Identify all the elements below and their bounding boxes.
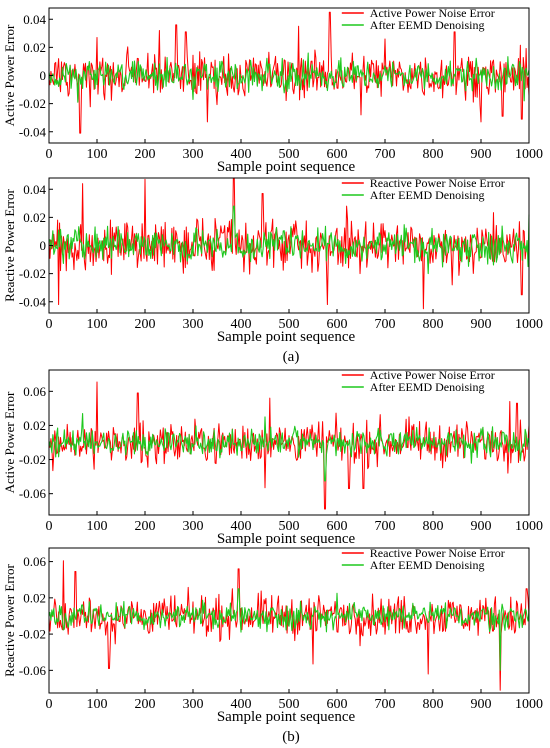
x-tick-label: 0 xyxy=(46,697,53,712)
x-tick-label: 400 xyxy=(231,147,252,162)
y-tick-label: -0.02 xyxy=(19,96,46,111)
x-tick-label: 200 xyxy=(135,147,156,162)
y-tick-label: -0.04 xyxy=(19,124,47,139)
caption-a: (a) xyxy=(283,349,300,365)
y-tick-label: -0.02 xyxy=(19,627,46,642)
x-tick-label: 1000 xyxy=(515,697,543,712)
x-tick-label: 700 xyxy=(375,519,396,534)
x-tick-label: 100 xyxy=(87,519,108,534)
chart-panel-3: 0 100 200 300 400 500 600 700 800 900 1000 -0.06 -0.… xyxy=(2,368,543,547)
x-axis-label: Sample point sequence xyxy=(217,531,356,547)
x-tick-label: 800 xyxy=(423,317,444,332)
x-tick-label: 700 xyxy=(375,697,396,712)
x-tick-label: 900 xyxy=(471,147,492,162)
x-tick-label: 200 xyxy=(135,519,156,534)
x-tick-label: 500 xyxy=(279,697,300,712)
series-line-2 xyxy=(48,205,530,275)
x-tick-label: 400 xyxy=(231,317,252,332)
y-tick-label: 0.06 xyxy=(23,384,46,399)
x-tick-label: 600 xyxy=(327,317,348,332)
y-tick-label: 0.04 xyxy=(23,182,46,197)
x-tick-label: 400 xyxy=(231,697,252,712)
x-tick-label: 100 xyxy=(87,147,108,162)
x-axis-label: Sample point sequence xyxy=(217,329,356,345)
y-axis-label: Reactive Power Error xyxy=(2,564,17,677)
y-tick-label: -0.06 xyxy=(19,663,47,678)
legend-label-1: Active Power Noise Error xyxy=(370,6,495,20)
x-tick-label: 700 xyxy=(375,147,396,162)
x-axis-label: Sample point sequence xyxy=(217,709,356,725)
x-tick-label: 900 xyxy=(471,519,492,534)
x-tick-label: 600 xyxy=(327,147,348,162)
y-tick-label: 0.02 xyxy=(23,418,46,433)
legend-label-2: After EEMD Denoising xyxy=(370,188,485,202)
x-tick-label: 800 xyxy=(423,147,444,162)
x-tick-label: 700 xyxy=(375,317,396,332)
x-tick-label: 0 xyxy=(46,317,53,332)
series-line-2 xyxy=(48,588,530,671)
x-tick-label: 100 xyxy=(87,317,108,332)
x-tick-label: 300 xyxy=(183,697,204,712)
series-line-2 xyxy=(48,52,530,103)
x-tick-label: 0 xyxy=(46,147,53,162)
y-tick-label: -0.02 xyxy=(19,452,46,467)
y-tick-label: -0.06 xyxy=(19,486,47,501)
y-tick-label: 0 xyxy=(40,238,47,253)
x-tick-label: 200 xyxy=(135,697,156,712)
y-tick-label: 0.02 xyxy=(23,590,46,605)
series-line-2 xyxy=(48,412,530,482)
legend-label-2: After EEMD Denoising xyxy=(370,18,485,32)
legend-label-1: Active Power Noise Error xyxy=(370,368,495,382)
x-tick-label: 200 xyxy=(135,317,156,332)
chart-panel-2: 0 100 200 300 400 500 600 700 800 900 1000 -0.04 -0.… xyxy=(2,176,543,345)
x-tick-label: 1000 xyxy=(515,317,543,332)
y-tick-label: 0.04 xyxy=(23,12,46,27)
x-tick-label: 600 xyxy=(327,519,348,534)
x-tick-label: 800 xyxy=(423,519,444,534)
legend-label-2: After EEMD Denoising xyxy=(370,558,485,572)
chart-panel-1: 0 100 200 300 400 500 600 700 800 900 1000 -0.04 -0.… xyxy=(2,6,543,175)
legend-label-1: Reactive Power Noise Error xyxy=(370,546,505,560)
y-tick-label: -0.04 xyxy=(19,294,47,309)
y-axis-label: Active Power Error xyxy=(2,24,17,126)
x-tick-label: 900 xyxy=(471,697,492,712)
x-tick-label: 800 xyxy=(423,697,444,712)
caption-b: (b) xyxy=(282,729,300,745)
y-tick-label: 0.02 xyxy=(23,40,46,55)
x-tick-label: 400 xyxy=(231,519,252,534)
y-tick-label: 0.06 xyxy=(23,554,46,569)
x-tick-label: 300 xyxy=(183,147,204,162)
x-axis-label: Sample point sequence xyxy=(217,159,356,175)
x-tick-label: 900 xyxy=(471,317,492,332)
legend-label-2: After EEMD Denoising xyxy=(370,380,485,394)
x-tick-label: 1000 xyxy=(515,519,543,534)
chart-panel-4: 0 100 200 300 400 500 600 700 800 900 1000 -0.06 -0.… xyxy=(2,546,543,725)
y-tick-label: 0 xyxy=(40,68,47,83)
x-tick-label: 1000 xyxy=(515,147,543,162)
x-tick-label: 600 xyxy=(327,697,348,712)
x-tick-label: 100 xyxy=(87,697,108,712)
x-tick-label: 500 xyxy=(279,147,300,162)
y-axis-label: Reactive Power Error xyxy=(2,189,17,302)
y-tick-label: 0.02 xyxy=(23,210,46,225)
x-tick-label: 500 xyxy=(279,317,300,332)
y-axis-label: Active Power Error xyxy=(2,391,17,493)
legend-label-1: Reactive Power Noise Error xyxy=(370,176,505,190)
x-tick-label: 300 xyxy=(183,519,204,534)
x-tick-label: 500 xyxy=(279,519,300,534)
x-tick-label: 300 xyxy=(183,317,204,332)
x-tick-label: 0 xyxy=(46,519,53,534)
y-tick-label: -0.02 xyxy=(19,266,46,281)
